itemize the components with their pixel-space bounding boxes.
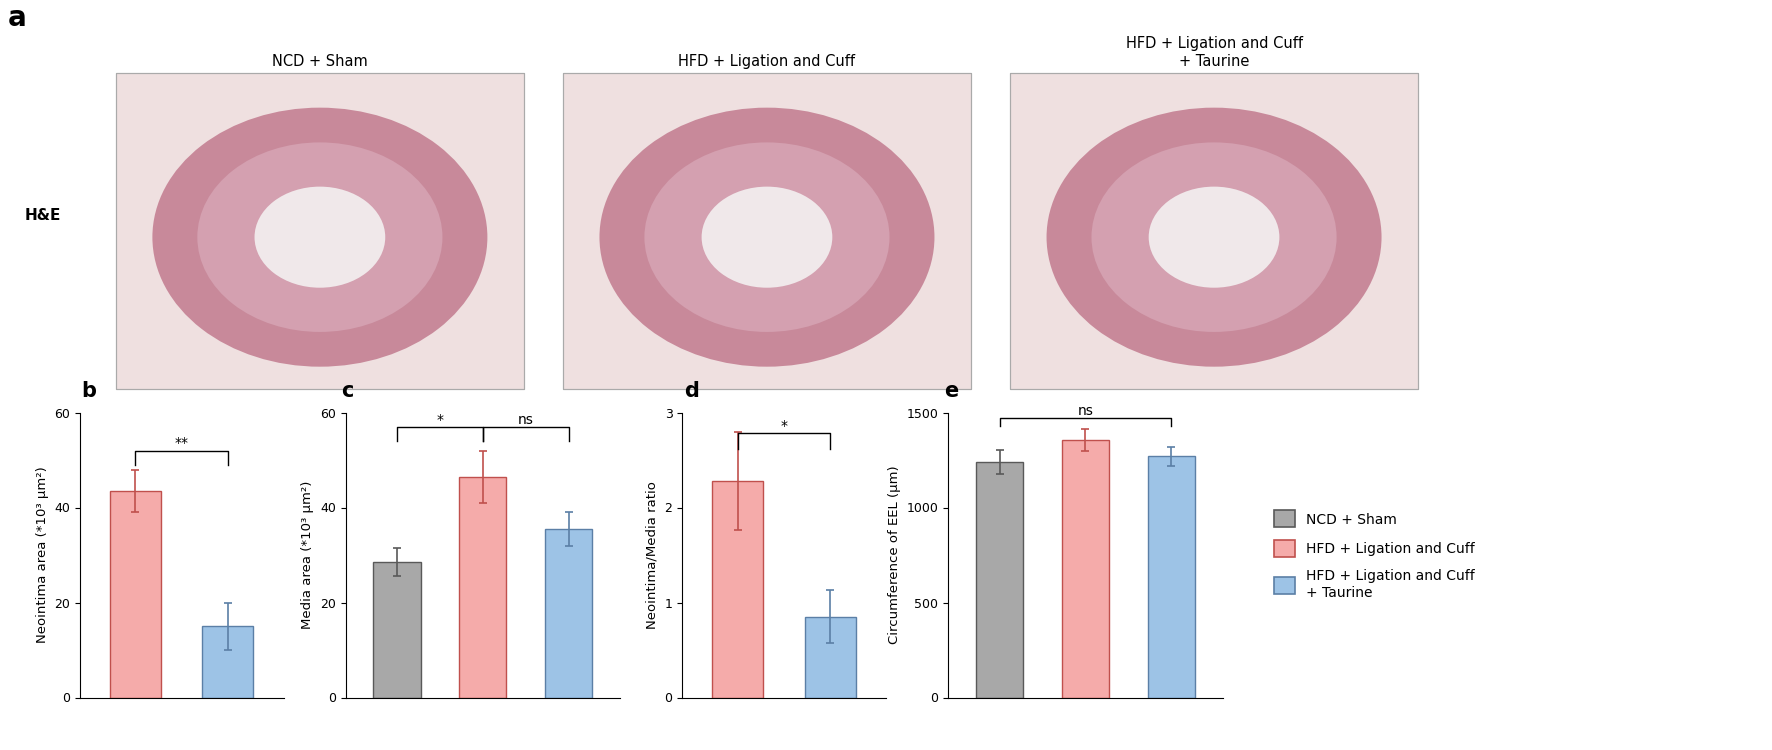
Ellipse shape bbox=[702, 187, 833, 288]
Ellipse shape bbox=[255, 187, 385, 288]
Ellipse shape bbox=[599, 108, 934, 367]
Text: *: * bbox=[781, 419, 787, 434]
Y-axis label: Neointima area (*10³ μm²): Neointima area (*10³ μm²) bbox=[35, 466, 48, 644]
Text: HFD + Ligation and Cuff
+ Taurine: HFD + Ligation and Cuff + Taurine bbox=[1125, 37, 1302, 69]
Ellipse shape bbox=[1148, 187, 1279, 288]
Text: e: e bbox=[944, 381, 959, 401]
Bar bbox=[804, 616, 856, 698]
Bar bbox=[1010, 73, 1418, 389]
Text: H&E: H&E bbox=[25, 208, 62, 223]
Bar bbox=[712, 481, 764, 698]
Bar bbox=[202, 626, 253, 698]
Text: d: d bbox=[684, 381, 698, 401]
Text: *: * bbox=[436, 413, 443, 427]
Ellipse shape bbox=[645, 142, 890, 332]
Bar bbox=[115, 73, 525, 389]
Y-axis label: Neointima/Media ratio: Neointima/Media ratio bbox=[647, 481, 659, 629]
Ellipse shape bbox=[1047, 108, 1382, 367]
Y-axis label: Media area (*10³ μm²): Media area (*10³ μm²) bbox=[301, 481, 314, 629]
Bar bbox=[563, 73, 971, 389]
Bar bbox=[115, 73, 525, 389]
Bar bbox=[1148, 456, 1194, 698]
Ellipse shape bbox=[1092, 142, 1336, 332]
Bar bbox=[563, 73, 971, 389]
Text: a: a bbox=[7, 4, 27, 32]
Bar bbox=[1061, 440, 1109, 698]
Bar bbox=[546, 529, 592, 698]
Text: ns: ns bbox=[1077, 404, 1093, 418]
Bar bbox=[374, 562, 420, 698]
Bar bbox=[976, 462, 1022, 698]
Text: ns: ns bbox=[517, 413, 533, 427]
Text: NCD + Sham: NCD + Sham bbox=[273, 54, 369, 69]
Legend: NCD + Sham, HFD + Ligation and Cuff, HFD + Ligation and Cuff
+ Taurine: NCD + Sham, HFD + Ligation and Cuff, HFD… bbox=[1274, 511, 1474, 599]
Text: HFD + Ligation and Cuff: HFD + Ligation and Cuff bbox=[679, 54, 856, 69]
Text: c: c bbox=[342, 381, 354, 401]
Bar bbox=[110, 491, 161, 698]
Text: **: ** bbox=[175, 436, 188, 451]
Bar bbox=[1010, 73, 1418, 389]
Ellipse shape bbox=[152, 108, 487, 367]
Ellipse shape bbox=[197, 142, 443, 332]
Bar bbox=[459, 477, 507, 698]
Text: b: b bbox=[82, 381, 97, 401]
Y-axis label: Circumference of EEL (μm): Circumference of EEL (μm) bbox=[888, 466, 900, 644]
